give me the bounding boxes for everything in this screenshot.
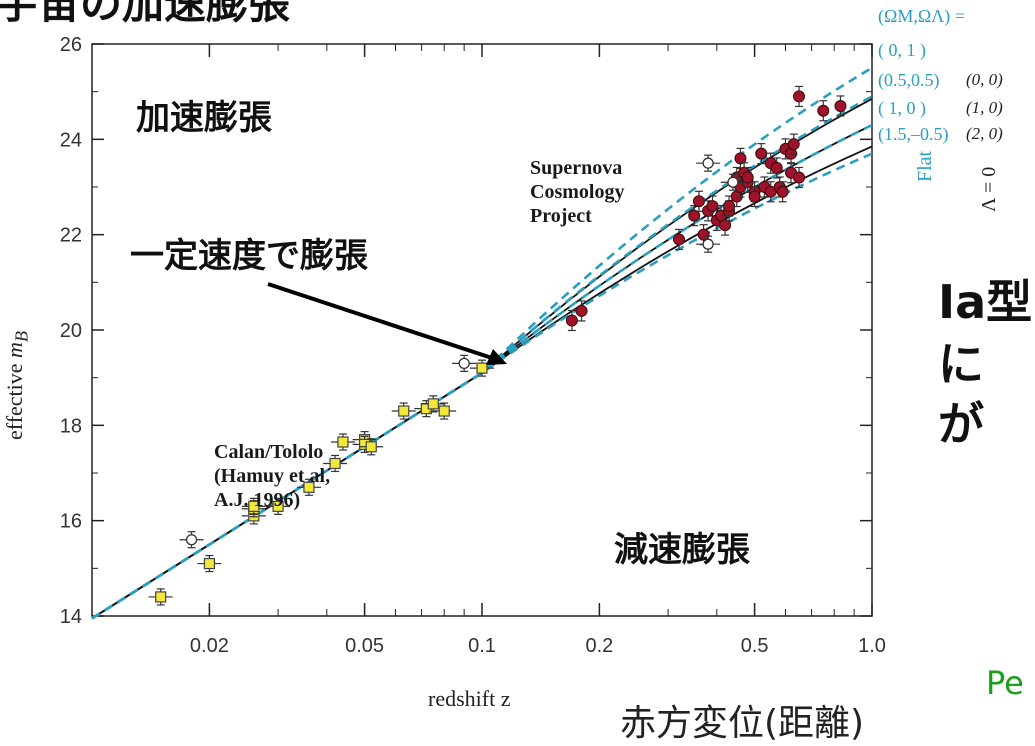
right-green-text: Pe xyxy=(986,664,1024,702)
y-tick-label: 14 xyxy=(60,606,82,628)
y-axis-label: effective mB xyxy=(2,330,32,440)
calan-tololo-point xyxy=(337,436,349,448)
model-line-lambda0 xyxy=(91,98,873,620)
label-redshift-distance: 赤方変位(距離) xyxy=(620,703,865,744)
scp-point xyxy=(776,185,789,198)
plot-axes: 14 16 18 20 22 24 26 0.02 0.05 0.1 0.2 0.5 1.0 xyxy=(60,34,886,657)
legend-lambda-zero: Λ = 0 xyxy=(978,166,1000,212)
scp-point xyxy=(770,161,783,174)
y-tick-label: 26 xyxy=(60,34,82,56)
annotation-calan-tololo: Calan/Tololo (Hamuy et al, A.J. 1996) xyxy=(214,440,330,512)
scp-point xyxy=(793,90,806,103)
right-text-line3: が xyxy=(938,397,984,451)
y-tick-label: 18 xyxy=(60,415,82,437)
annotation-scp-line1: Supernova xyxy=(530,157,623,179)
right-text-line1: Ia型 xyxy=(938,275,1033,329)
open-point xyxy=(702,157,714,169)
legend-row-0: ( 0, 1 ) xyxy=(878,40,926,60)
legend-lambda0-row-0: (0, 0) xyxy=(966,70,1003,89)
legend-flat: Flat xyxy=(914,150,936,182)
scp-point xyxy=(817,104,830,117)
label-decelerating: 減速膨張 xyxy=(614,530,750,570)
right-text-line2: に xyxy=(938,337,984,391)
calan-tololo-point xyxy=(303,481,315,493)
x-tick-label: 0.05 xyxy=(345,635,384,657)
scp-point xyxy=(688,209,701,222)
scp-point xyxy=(748,190,761,203)
calan-tololo-point xyxy=(272,500,284,512)
scp-point xyxy=(793,171,806,184)
model-line-flat xyxy=(91,123,873,620)
scp-point xyxy=(734,152,747,165)
model-line-flat xyxy=(91,66,873,620)
annotation-scp-line2: Cosmology xyxy=(530,181,625,203)
open-point xyxy=(185,534,198,546)
x-tick-label: 0.02 xyxy=(190,635,229,657)
scp-point xyxy=(673,233,686,246)
calan-tololo-point xyxy=(203,557,216,570)
calan-tololo-point xyxy=(248,500,260,512)
x-tick-label: 0.5 xyxy=(741,635,769,657)
scp-point xyxy=(787,138,800,151)
label-constant-speed: 一定速度で膨張 xyxy=(130,236,368,276)
y-tick-label: 24 xyxy=(60,129,82,151)
annotation-scp: Supernova Cosmology Project xyxy=(530,156,624,228)
scp-point xyxy=(741,171,754,184)
open-point xyxy=(458,357,470,370)
scp-point xyxy=(697,228,710,241)
legend-row-1: (0.5,0.5) xyxy=(878,70,940,90)
supernova-data-points xyxy=(148,85,847,606)
x-axis-label: redshift z xyxy=(428,686,511,711)
x-tick-label: 0.2 xyxy=(585,635,613,657)
model-line-flat xyxy=(91,152,873,620)
scp-point xyxy=(755,147,768,160)
scp-point xyxy=(719,219,732,232)
slide-title-fragment: 宇宙の加速膨張 xyxy=(0,0,291,28)
calan-tololo-point xyxy=(438,405,450,417)
calan-tololo-point xyxy=(476,362,488,374)
scp-point xyxy=(565,314,578,327)
calan-tololo-point xyxy=(427,398,439,410)
legend-lambda0-row-1: (1, 0) xyxy=(966,98,1003,117)
scp-point xyxy=(834,99,847,112)
open-point xyxy=(727,176,739,188)
x-tick-label: 0.1 xyxy=(468,635,496,657)
arrow-to-constant-line xyxy=(267,282,507,365)
legend-row-3: (1.5,–0.5) xyxy=(878,124,949,144)
calan-tololo-point xyxy=(365,441,377,453)
cosmology-model-lines xyxy=(91,66,873,620)
annotation-ct-line1: Calan/Tololo xyxy=(214,441,324,463)
open-point xyxy=(702,238,714,250)
annotation-scp-line3: Project xyxy=(530,205,592,227)
y-tick-label: 22 xyxy=(60,225,82,247)
model-line-flat xyxy=(91,95,873,620)
calan-tololo-point xyxy=(155,591,167,603)
legend-lambda0-row-2: (2, 0) xyxy=(966,124,1003,143)
legend-row-2: ( 1, 0 ) xyxy=(878,98,926,118)
annotation-ct-line2: (Hamuy et al, xyxy=(214,465,331,487)
y-tick-label: 16 xyxy=(60,511,82,533)
legend-header: (ΩM,ΩΛ) = xyxy=(878,6,965,26)
calan-tololo-point xyxy=(398,405,410,417)
scp-point xyxy=(575,304,588,317)
model-line-lambda0 xyxy=(91,145,873,620)
y-tick-label: 20 xyxy=(60,320,82,342)
label-accelerating: 加速膨張 xyxy=(136,98,272,138)
calan-tololo-point xyxy=(329,457,341,470)
scp-point xyxy=(692,195,705,208)
annotation-ct-line3: A.J. 1996) xyxy=(214,489,301,511)
x-tick-label: 1.0 xyxy=(858,635,886,657)
